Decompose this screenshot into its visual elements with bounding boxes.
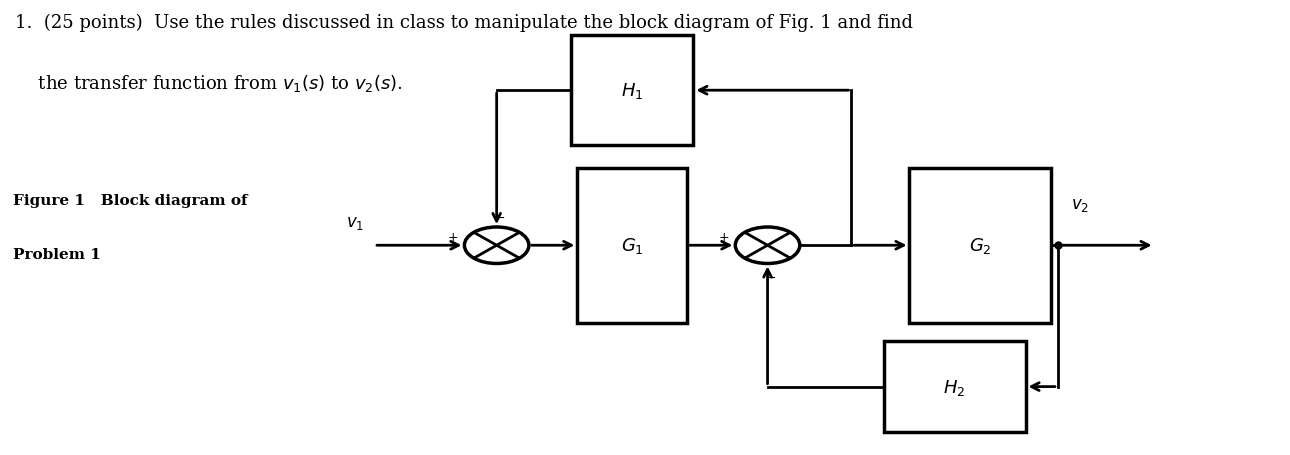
Text: $+$: $+$: [446, 230, 458, 243]
Text: $G_1$: $G_1$: [620, 236, 644, 256]
Bar: [570, 36, 694, 146]
Text: $H_1$: $H_1$: [620, 81, 644, 101]
Text: $G_2$: $G_2$: [969, 236, 992, 256]
Text: $-$: $-$: [765, 271, 775, 284]
Text: Problem 1: Problem 1: [13, 248, 101, 262]
Text: $-$: $-$: [494, 210, 504, 223]
Text: 1.  (25 points)  Use the rules discussed in class to manipulate the block diagra: 1. (25 points) Use the rules discussed i…: [15, 14, 913, 32]
Bar: [884, 341, 1026, 432]
Bar: [577, 168, 686, 323]
Bar: [909, 168, 1051, 323]
Ellipse shape: [464, 228, 529, 264]
Text: $+$: $+$: [717, 230, 729, 243]
Text: $v_1$: $v_1$: [346, 214, 364, 232]
Text: the transfer function from $v_1(s)$ to $v_2(s)$.: the transfer function from $v_1(s)$ to $…: [15, 73, 404, 94]
Text: Figure 1   Block diagram of: Figure 1 Block diagram of: [13, 193, 248, 207]
Text: $H_2$: $H_2$: [943, 377, 966, 397]
Text: $v_2$: $v_2$: [1071, 197, 1089, 214]
Ellipse shape: [735, 228, 800, 264]
